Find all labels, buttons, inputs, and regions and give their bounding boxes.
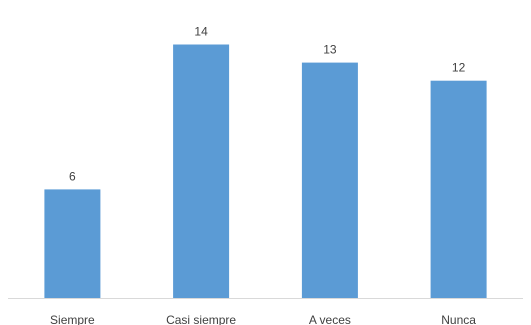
x-tick-label-a-veces: A veces (309, 313, 351, 325)
x-tick-label-nunca: Nunca (441, 313, 476, 325)
data-label-casi-siempre: 14 (194, 25, 208, 39)
data-labels-layer: 6 14 13 12 (69, 25, 466, 184)
bar-nunca (430, 80, 487, 298)
x-tick-label-casi-siempre: Casi siempre (166, 313, 236, 325)
data-label-siempre: 6 (69, 169, 76, 183)
x-tick-label-siempre: Siempre (50, 313, 95, 325)
x-tick-labels: Siempre Casi siempre A veces Nunca (50, 313, 476, 325)
bar-casi-siempre (173, 44, 230, 298)
data-label-a-veces: 13 (323, 43, 337, 57)
bar-siempre (44, 189, 101, 298)
bar-a-veces (301, 62, 358, 298)
bars-layer (44, 44, 487, 298)
data-label-nunca: 12 (452, 61, 466, 75)
